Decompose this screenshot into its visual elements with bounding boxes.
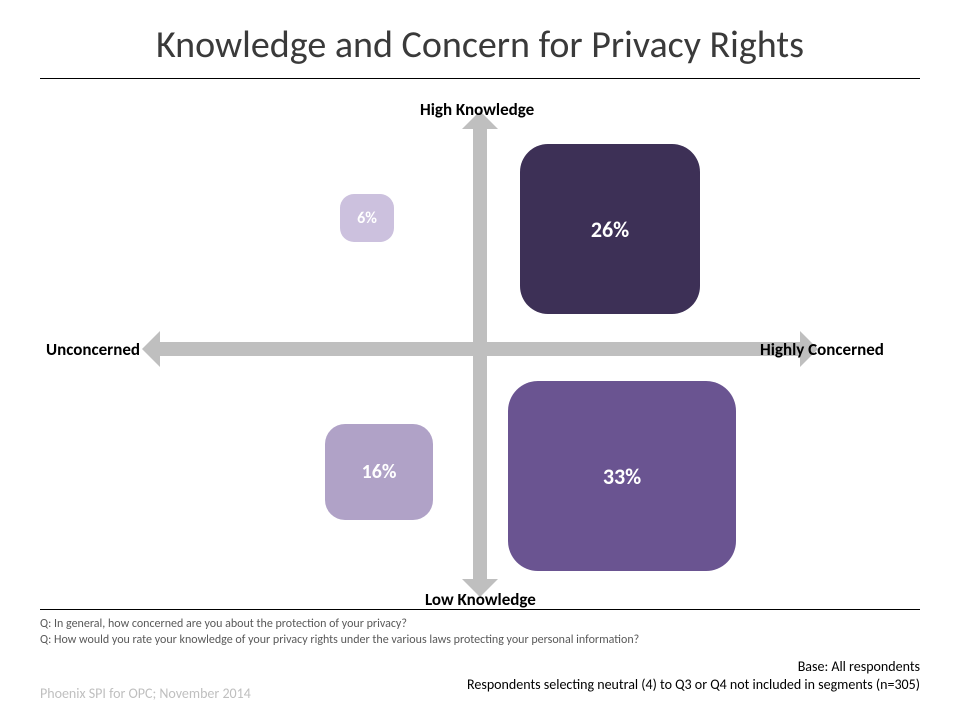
base-line-2: Respondents selecting neutral (4) to Q3 … <box>467 676 920 694</box>
horizontal-axis <box>160 342 800 356</box>
axis-label-bottom: Low Knowledge <box>425 589 536 610</box>
base-note: Base: All respondents Respondents select… <box>467 658 920 694</box>
axis-label-right: Highly Concerned <box>760 339 884 360</box>
quadrant-box: 16% <box>325 424 433 520</box>
footnote-question-2: Q: How would you rate your knowledge of … <box>40 632 920 648</box>
footer: Q: In general, how concerned are you abo… <box>40 616 920 648</box>
base-line-1: Base: All respondents <box>467 658 920 676</box>
footnote-question-1: Q: In general, how concerned are you abo… <box>40 616 920 632</box>
source-credit: Phoenix SPI for OPC; November 2014 <box>40 685 251 702</box>
arrow-left-icon <box>142 331 160 367</box>
quadrant-box: 26% <box>520 144 700 314</box>
axis-label-top: High Knowledge <box>420 99 534 120</box>
page-title: Knowledge and Concern for Privacy Rights <box>0 0 960 78</box>
axis-label-left: Unconcerned <box>46 339 140 360</box>
title-divider <box>40 78 920 79</box>
quadrant-box: 33% <box>508 381 736 571</box>
quadrant-box: 6% <box>340 194 394 242</box>
quadrant-chart: High Knowledge Low Knowledge Unconcerned… <box>40 89 920 609</box>
